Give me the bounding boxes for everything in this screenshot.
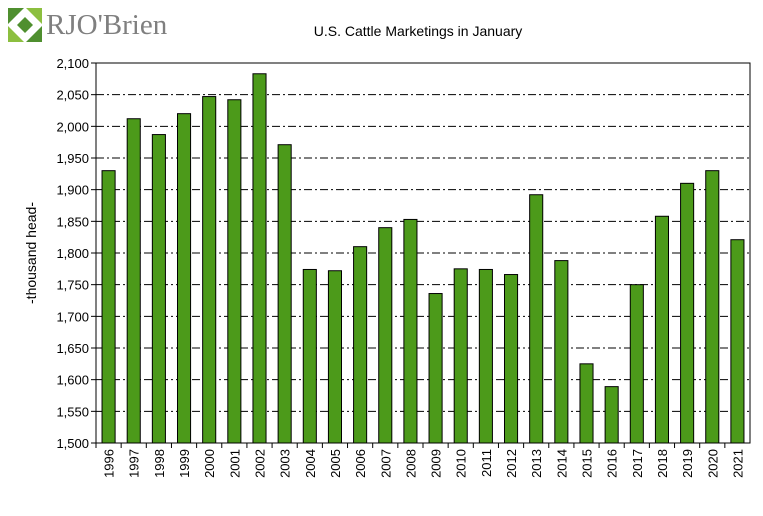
bar-2007 [378,227,393,444]
x-tick-label: 2021 [730,449,745,478]
x-tick-label: 2003 [278,449,293,478]
bar-2002 [252,73,267,444]
x-tick-label: 2006 [353,449,368,478]
y-tick-label: 1,500 [56,436,89,451]
x-tick-label: 2009 [429,449,444,478]
x-tick-label: 2020 [705,449,720,478]
bar-2012 [503,274,519,444]
bar-2018 [654,215,670,444]
x-tick-label: 1996 [102,449,117,478]
y-tick-label: 2,000 [56,119,89,134]
y-tick-label: 1,900 [56,183,89,198]
plot-area-frame [95,62,751,444]
y-axis-label: -thousand head- [23,202,39,304]
x-tick-label: 2012 [504,449,519,478]
logo-wordmark: RJO'Brien [46,9,168,41]
bar-2006 [353,246,368,444]
y-tick-label: 1,650 [56,341,89,356]
y-tick-label: 2,100 [56,56,89,71]
x-tick-label: 2007 [378,449,393,478]
bar-2004 [302,268,317,444]
y-tick-label: 1,750 [56,278,89,293]
x-tick-label: 1998 [152,449,167,478]
bars [101,73,745,444]
bar-2020 [705,170,720,444]
x-tick-label: 2005 [328,449,343,478]
bar-2011 [478,268,493,444]
x-tick-label: 2000 [202,449,217,478]
bar-2013 [529,194,544,444]
x-tick-label: 2016 [605,449,620,478]
x-tick-label: 2017 [630,449,645,478]
x-tick-label: 2018 [655,449,670,478]
bar-1997 [126,118,141,444]
x-tick-label: 2001 [227,449,242,478]
bar-2016 [604,386,619,444]
y-tick-label: 1,600 [56,373,89,388]
bar-1998 [151,134,166,444]
y-tick-label: 1,850 [56,214,89,229]
bar-2008 [403,218,418,444]
bar-1996 [101,170,116,444]
x-tick-label: 2004 [303,449,318,478]
x-tick-label: 2011 [479,449,494,477]
y-tick-label: 1,800 [56,246,89,261]
bar-2009 [428,293,443,444]
logo-mark-icon [8,8,42,42]
y-tick-labels: 1,500 1,550 1,600 1,650 1,700 1,750 1,800 1,850… [56,56,96,451]
bar-2017 [629,284,644,444]
rjobrien-logo: RJO'Brien [8,8,178,44]
bar-2015 [579,363,594,444]
x-tick-label: 1999 [177,449,192,478]
gridlines [96,94,750,412]
bar-2021 [730,239,745,444]
chart-title: U.S. Cattle Marketings in January [314,23,523,39]
x-tick-label: 2013 [529,449,544,478]
bar-2019 [680,182,695,444]
x-tick-label: 2014 [554,449,569,478]
x-tick-label: 2019 [680,449,695,478]
bar-2010 [453,268,468,444]
bar-2003 [277,144,292,444]
x-tick-label: 2010 [454,449,469,478]
x-tick-label: 2002 [253,449,268,478]
bar-2000 [202,96,217,444]
bar-2014 [554,260,569,444]
y-tick-label: 1,700 [56,309,89,324]
x-tick-label: 2015 [580,449,595,478]
x-tick-label: 2008 [403,449,418,478]
x-tick-labels: 1996 1997 1998 1999 2000 2001 2002 2003 2004 2005… [95,443,745,478]
bar-2005 [327,270,343,444]
y-tick-label: 1,550 [56,404,89,419]
bar-2001 [227,99,242,444]
y-tick-label: 2,050 [56,88,89,103]
x-tick-label: 1997 [127,449,142,478]
y-tick-label: 1,950 [56,151,89,166]
bar-1999 [176,113,192,444]
